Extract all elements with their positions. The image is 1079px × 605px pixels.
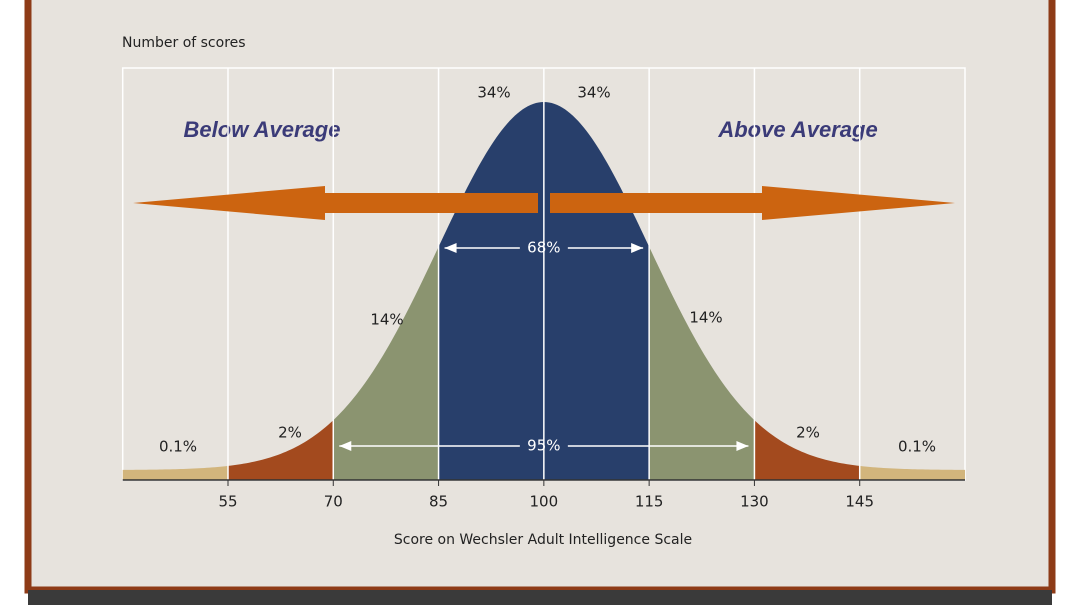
- region-label: 0.1%: [898, 438, 936, 456]
- region: [754, 420, 860, 480]
- annotation: Above Average: [717, 117, 877, 142]
- region: [227, 420, 334, 480]
- region-label: 14%: [370, 311, 403, 329]
- region: [333, 246, 439, 480]
- region-label: 34%: [577, 84, 610, 102]
- x-tick-label: 55: [218, 493, 237, 511]
- region: [859, 465, 965, 480]
- bracket-head: [339, 441, 352, 451]
- region: [649, 246, 755, 480]
- x-tick-label: 130: [740, 493, 769, 511]
- x-tick-label: 85: [429, 493, 448, 511]
- region-label: 2%: [278, 424, 302, 442]
- region-label: 2%: [796, 424, 820, 442]
- bracket-head: [444, 243, 457, 253]
- x-tick-label: 100: [530, 493, 559, 511]
- arrow-right: [550, 186, 955, 220]
- x-tick-label: 145: [845, 493, 874, 511]
- bracket-head: [736, 441, 749, 451]
- region: [122, 465, 228, 480]
- x-tick-label: 115: [635, 493, 664, 511]
- x-axis-label: Score on Wechsler Adult Intelligence Sca…: [394, 532, 692, 548]
- y-axis-label: Number of scores: [122, 35, 246, 51]
- region-label: 14%: [689, 309, 722, 327]
- bottom-band: [28, 590, 1052, 605]
- region-label: 0.1%: [159, 438, 197, 456]
- bracket-label: 68%: [527, 239, 560, 257]
- bracket-head: [631, 243, 644, 253]
- x-tick-label: 70: [324, 493, 343, 511]
- bracket-label: 95%: [527, 437, 560, 455]
- arrow-left: [133, 186, 538, 220]
- annotation: Below Average: [184, 117, 341, 142]
- region-label: 34%: [477, 84, 510, 102]
- plot: 55 70 85 100 115 130 145 0.1% 2% 14% 34% 34% 14% 2% 0.…: [121, 67, 966, 511]
